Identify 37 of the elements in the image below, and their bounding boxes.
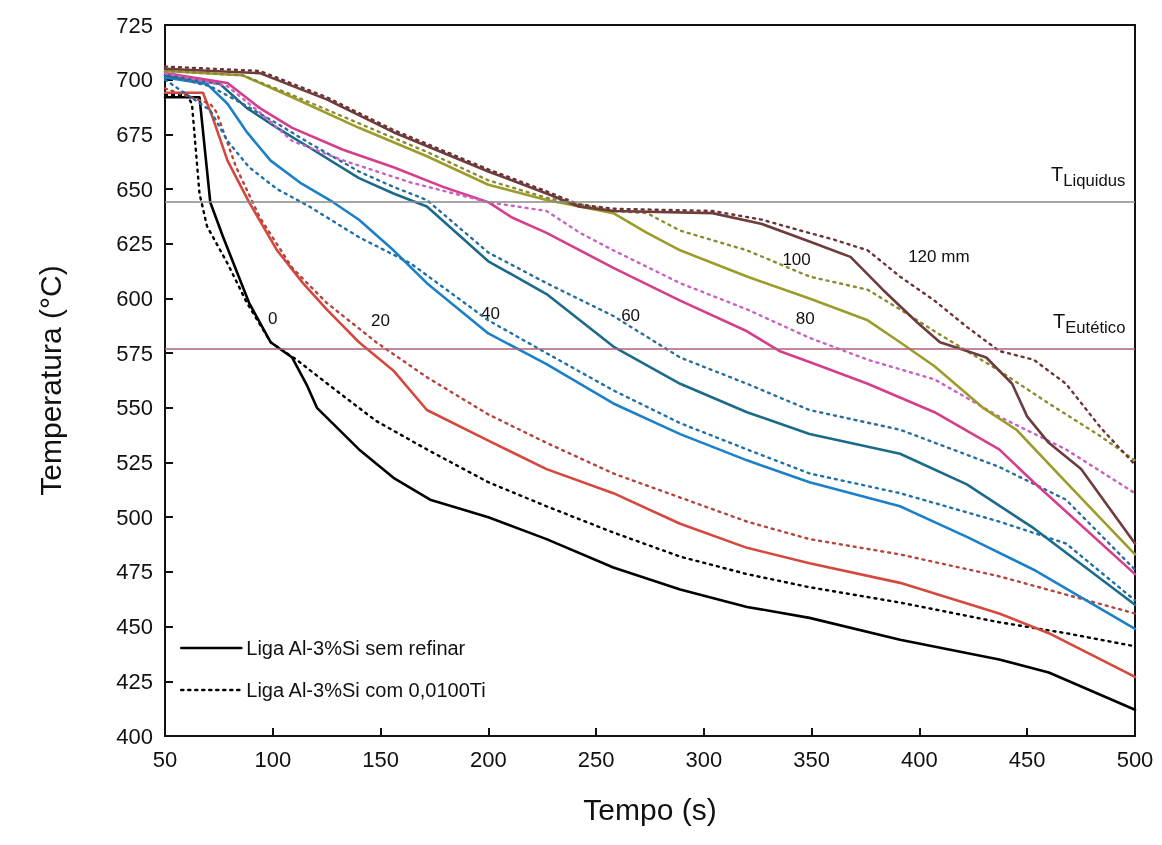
annotation: 0 [268, 308, 278, 328]
ref-line-label: T$_{Liquidus}$ [1051, 163, 1126, 191]
y-tick-label: 525 [116, 450, 153, 476]
annotation: 100 [782, 249, 811, 269]
y-tick-label: 725 [116, 12, 153, 38]
x-tick-label: 150 [362, 746, 399, 772]
x-tick-label: 200 [469, 746, 507, 772]
y-tick-label: 700 [116, 67, 153, 93]
ref-line-label: T$_{Eutético}$ [1053, 309, 1126, 337]
x-axis-title: Tempo (s) [583, 792, 717, 826]
x-tick-label: 100 [254, 746, 292, 772]
legend-label: Liga Al-3%Si com 0,0100Ti [246, 679, 486, 701]
y-tick-label: 450 [116, 614, 153, 640]
x-tick-label: 350 [793, 746, 831, 772]
y-axis-title: Temperatura (°C) [33, 265, 67, 496]
annotation: 120 mm [908, 247, 970, 267]
y-tick-label: 550 [116, 395, 153, 421]
legend-label: Liga Al-3%Si sem refinar [246, 637, 466, 659]
annotation: 40 [481, 304, 500, 324]
y-tick-label: 600 [116, 285, 153, 311]
x-tick-label: 250 [577, 746, 615, 772]
y-tick-label: 475 [116, 559, 153, 585]
y-tick-label: 675 [116, 121, 153, 147]
y-tick-label: 500 [116, 504, 153, 530]
x-tick-label: 500 [1116, 746, 1154, 772]
annotation: 60 [621, 306, 641, 326]
y-tick-label: 650 [116, 176, 153, 202]
x-tick-label: 300 [685, 746, 723, 772]
annotation: 80 [795, 308, 815, 328]
x-tick-label: 450 [1008, 746, 1046, 772]
y-tick-label: 425 [116, 668, 153, 694]
y-tick-label: 575 [116, 340, 153, 366]
y-tick-label: 400 [116, 723, 153, 749]
y-tick-label: 625 [116, 231, 153, 257]
annotation: 20 [371, 310, 391, 330]
x-tick-label: 50 [152, 746, 178, 772]
x-tick-label: 400 [901, 746, 938, 772]
